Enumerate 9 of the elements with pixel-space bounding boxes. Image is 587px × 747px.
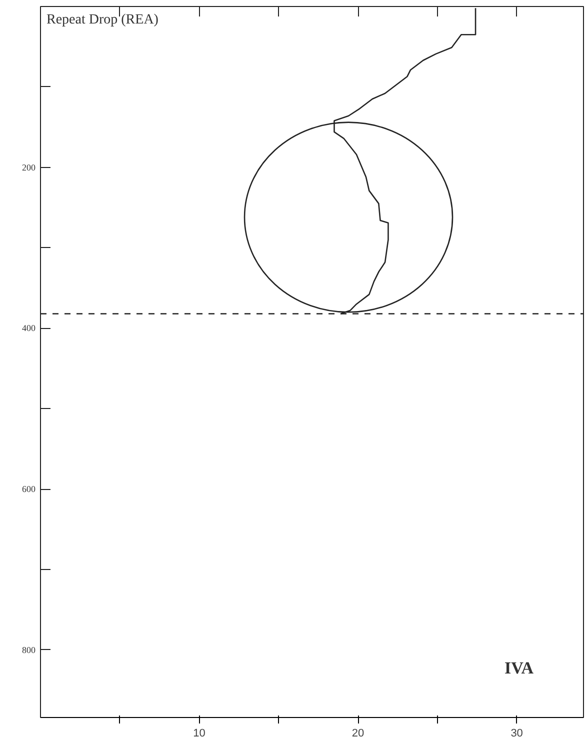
y-tick-label: 800 — [22, 644, 36, 655]
x-tick-label: 30 — [510, 728, 523, 740]
annotation: IVA — [504, 658, 534, 678]
y-axis-title: Repeat Drop (REA) — [46, 12, 159, 28]
y-tick-label: 600 — [22, 484, 36, 494]
x-tick-label: 10 — [193, 728, 206, 740]
x-tick-label: 20 — [352, 728, 364, 740]
y-tick-label: 200 — [22, 162, 36, 172]
y-tick-label: 400 — [22, 323, 36, 334]
